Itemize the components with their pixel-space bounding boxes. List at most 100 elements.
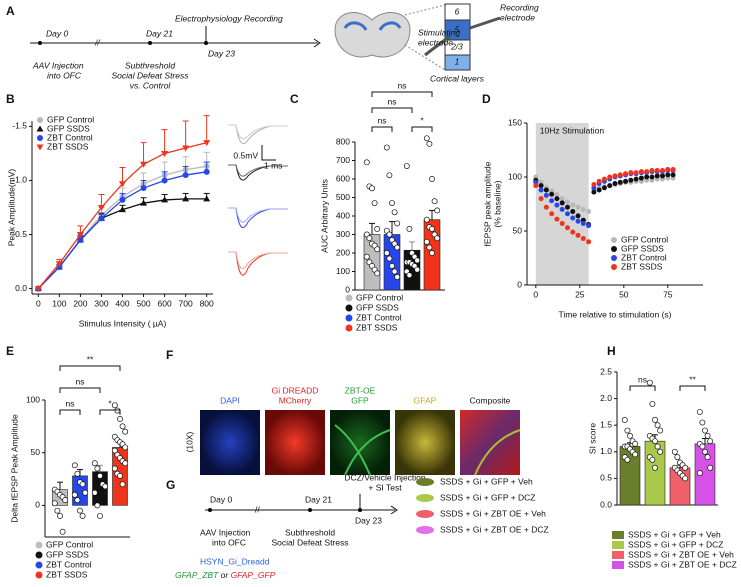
legend-marker	[37, 135, 43, 141]
y-tick-label: 300	[336, 229, 350, 239]
legend-swatch	[612, 531, 624, 539]
x-tick-label: 300	[94, 298, 108, 308]
data-point	[59, 528, 66, 535]
mouse-icon	[416, 494, 434, 502]
data-point	[374, 270, 381, 277]
x-axis-label: Time relative to stimulation (s)	[558, 309, 671, 319]
point	[580, 206, 586, 212]
point	[575, 213, 581, 219]
data-point	[102, 483, 109, 490]
y-tick-label: 600	[336, 173, 350, 183]
micrograph	[330, 410, 390, 475]
data-point	[426, 140, 433, 147]
data-point	[394, 220, 401, 227]
panel-label: E	[6, 344, 14, 358]
point	[182, 145, 190, 152]
legend-swatch	[612, 551, 624, 559]
point	[612, 180, 618, 186]
legend-label: SSDS + Gi + GFP + Veh	[628, 529, 721, 539]
point	[77, 236, 84, 243]
data-point	[363, 253, 370, 260]
y-tick-label: 0	[345, 284, 350, 294]
point	[617, 179, 623, 185]
series-line	[37, 198, 207, 290]
point	[660, 168, 666, 174]
significance-bracket	[679, 385, 706, 391]
point	[654, 173, 660, 179]
data-point	[423, 216, 430, 223]
data-point	[704, 454, 711, 461]
data-point	[649, 400, 656, 407]
panel-label: A	[6, 4, 15, 18]
significance-label: ns	[388, 96, 397, 106]
point	[580, 236, 586, 242]
legend-label: ZBT Control	[356, 312, 402, 322]
x-tick-label: 400	[115, 298, 129, 308]
data-point	[97, 472, 103, 479]
data-point	[122, 428, 129, 435]
brain	[334, 12, 411, 58]
mouse-icon	[416, 526, 434, 534]
data-point	[371, 200, 378, 206]
data-point	[51, 500, 58, 507]
point	[575, 204, 581, 210]
point	[564, 199, 570, 205]
data-point	[423, 135, 430, 142]
electrode	[469, 16, 501, 30]
data-point	[62, 497, 69, 504]
layers-title: Cortical layers	[430, 73, 485, 83]
point	[161, 177, 168, 184]
data-point	[429, 250, 435, 256]
x-tick-label: 700	[179, 298, 193, 308]
data-point	[94, 465, 101, 472]
data-point	[707, 464, 714, 471]
y-tick-label: -1.0	[12, 175, 27, 185]
data-point	[702, 427, 708, 434]
x-tick-label: 800	[200, 298, 214, 308]
data-point	[704, 432, 711, 439]
point	[670, 172, 676, 178]
significance-label: ns	[378, 115, 387, 125]
data-point	[414, 266, 421, 273]
data-point	[366, 235, 373, 242]
point	[543, 187, 549, 193]
point	[98, 215, 105, 222]
point	[119, 206, 126, 213]
data-point	[414, 257, 421, 264]
significance-bracket	[59, 409, 81, 415]
y-tick-label: 800	[336, 136, 350, 146]
data-point	[671, 448, 678, 455]
legend-label: SSDS + Gi + ZBT OE + Veh	[628, 549, 734, 559]
data-point	[654, 422, 661, 429]
legend-label: ZBT SSDS	[621, 261, 663, 271]
data-point	[97, 512, 103, 519]
point	[607, 183, 613, 189]
point	[559, 196, 565, 202]
x-tick-label: 75	[663, 289, 673, 299]
data-point	[74, 497, 81, 504]
event-label: Social Defeat Stress	[111, 70, 189, 80]
legend-marker	[35, 561, 43, 569]
composite-signal	[474, 429, 521, 476]
y-tick-label: 2.0	[600, 393, 612, 403]
data-point	[627, 432, 633, 439]
legend-label: GFP SSDS	[47, 123, 90, 133]
timepoint	[208, 508, 212, 512]
significance-label: ns	[76, 376, 85, 386]
scale-label: 1 ms	[264, 160, 282, 170]
legend-marker	[345, 294, 353, 302]
point	[570, 229, 576, 235]
data-point	[426, 244, 433, 251]
arrow-head	[390, 505, 398, 515]
image-title: GFP	[351, 395, 369, 405]
data-point	[391, 268, 398, 275]
electrode-label: electrode	[418, 37, 453, 47]
data-point	[374, 246, 381, 253]
event-label: into OFC	[47, 70, 82, 80]
point	[623, 171, 629, 177]
construct: GFAP_ZBT	[175, 570, 219, 580]
significance-label: *	[108, 398, 112, 408]
data-point	[117, 472, 123, 479]
y-axis-label: AUC Arbitrary Units	[319, 179, 329, 253]
